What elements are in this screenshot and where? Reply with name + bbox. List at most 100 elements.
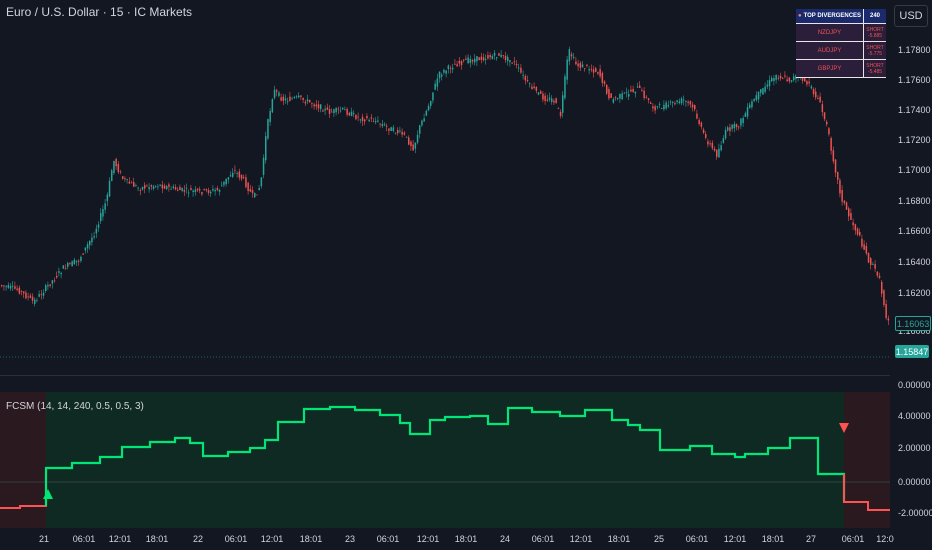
candle — [304, 99, 307, 106]
candle — [658, 101, 661, 109]
candle — [817, 95, 819, 100]
candle — [665, 100, 667, 111]
candle — [300, 95, 302, 100]
candle — [463, 58, 465, 63]
divergence-symbol: AUDJPY — [796, 42, 864, 59]
candle — [590, 64, 593, 73]
candle — [647, 98, 650, 104]
candle — [150, 184, 153, 191]
divergence-direction: SHORT — [866, 62, 884, 69]
candle — [779, 72, 782, 81]
candle — [674, 101, 676, 106]
candle — [346, 107, 348, 117]
candle — [232, 168, 234, 178]
candle — [592, 65, 595, 78]
candle — [449, 65, 452, 74]
candle — [350, 107, 353, 117]
time-axis-label: 06:01 — [376, 534, 400, 544]
candle — [126, 178, 128, 184]
candle — [245, 174, 247, 189]
candle — [218, 188, 221, 196]
candle — [225, 178, 227, 187]
candle — [865, 242, 868, 256]
candle — [117, 161, 120, 175]
candle — [436, 73, 439, 92]
candle — [155, 185, 157, 189]
candle — [405, 136, 408, 138]
candle — [775, 74, 777, 84]
candle — [738, 125, 740, 131]
candle — [254, 192, 256, 199]
candle — [469, 55, 472, 68]
candle — [599, 64, 601, 79]
candle — [843, 200, 846, 206]
candle — [579, 61, 582, 71]
candle — [377, 116, 379, 124]
candle — [7, 282, 10, 290]
candle — [713, 146, 716, 152]
last-price-tag: 1.16063 — [895, 316, 931, 331]
candle — [9, 283, 12, 291]
candle — [586, 64, 588, 68]
candle — [357, 112, 359, 122]
candle — [152, 184, 155, 191]
candle — [425, 109, 428, 117]
candle — [476, 55, 478, 66]
candle — [555, 97, 557, 104]
currency-button[interactable]: USD — [894, 5, 928, 27]
indicator-line-bullish — [44, 405, 846, 506]
candle — [456, 60, 458, 67]
candle — [298, 92, 300, 99]
candle — [744, 111, 747, 117]
buy-signal-icon — [43, 489, 53, 499]
time-axis-label: 23 — [344, 534, 356, 544]
candle — [522, 70, 524, 80]
candle — [823, 112, 826, 122]
candle — [265, 131, 267, 164]
divergence-table-header: ● TOP DIVERGENCES 240 — [796, 9, 886, 24]
candle — [784, 71, 786, 79]
time-axis-label: 18:01 — [299, 534, 323, 544]
candle — [51, 279, 54, 289]
candle — [887, 315, 890, 325]
candle — [392, 125, 395, 133]
time-axis-label: 24 — [499, 534, 511, 544]
candle — [735, 123, 738, 131]
candle — [45, 283, 47, 293]
candle — [271, 98, 274, 114]
candle — [819, 92, 821, 103]
candle — [632, 85, 634, 93]
candle — [381, 119, 384, 129]
candle — [267, 118, 269, 141]
sell-signal-icon — [839, 423, 849, 433]
candle — [790, 79, 793, 84]
candle — [841, 185, 843, 206]
candle — [390, 126, 392, 132]
candle — [493, 49, 496, 60]
candle — [273, 85, 276, 100]
candle — [443, 68, 445, 75]
candle — [867, 252, 870, 264]
candle — [467, 54, 469, 65]
candle — [513, 57, 516, 66]
candle — [359, 118, 362, 124]
price-axis-label: 1.16000 — [898, 326, 931, 336]
candle — [183, 185, 186, 196]
candle — [214, 187, 216, 196]
candle — [174, 184, 177, 191]
candle — [84, 247, 87, 254]
candle — [559, 109, 562, 119]
time-axis-label: 18:01 — [454, 534, 478, 544]
indicator-chart[interactable] — [0, 376, 890, 528]
candle — [64, 264, 67, 270]
price-chart[interactable] — [0, 0, 890, 376]
candle — [566, 55, 568, 85]
candle — [342, 107, 344, 111]
candle — [141, 186, 144, 191]
candle — [687, 100, 689, 107]
candle — [53, 277, 56, 283]
indicator-axis-label: 2.00000 — [898, 443, 931, 453]
candle — [621, 90, 623, 101]
candle — [238, 168, 241, 181]
candle — [650, 101, 652, 104]
